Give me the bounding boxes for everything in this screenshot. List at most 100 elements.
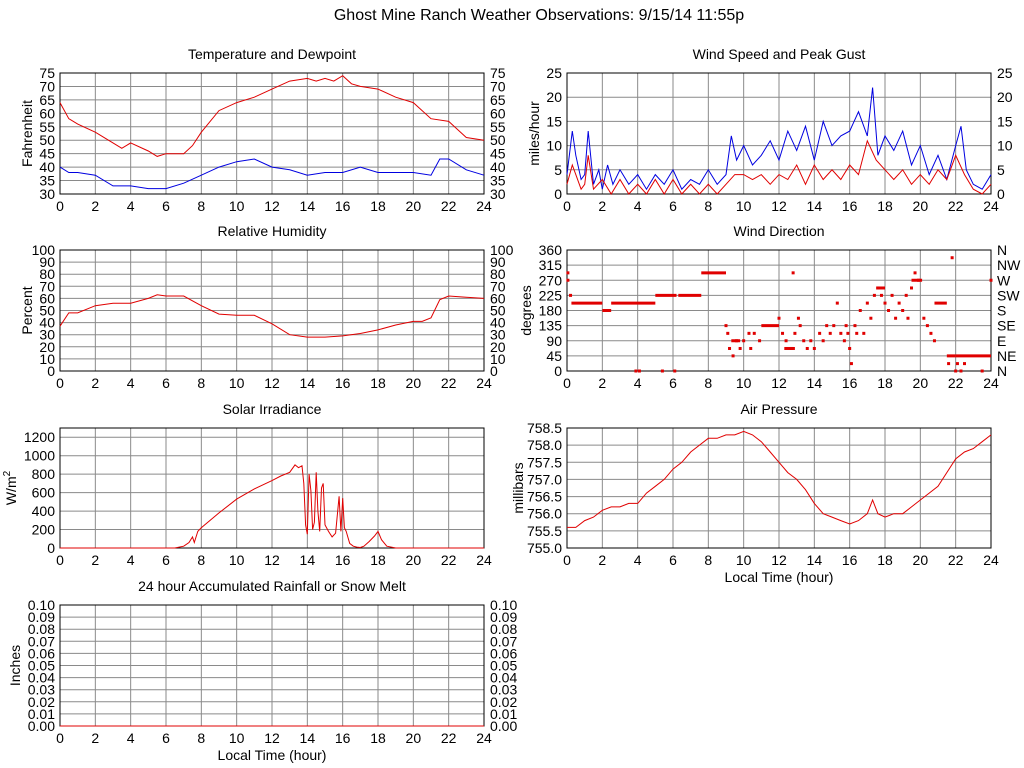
series-line-red bbox=[59, 75, 485, 157]
x-tick-label: 20 bbox=[406, 552, 422, 568]
direction-point bbox=[980, 369, 984, 373]
right-tick-label: NW bbox=[997, 257, 1021, 273]
right-tick-label: 25 bbox=[997, 65, 1013, 81]
x-tick-label: 22 bbox=[441, 198, 457, 214]
x-tick-label: 20 bbox=[913, 552, 929, 568]
x-tick-label: 8 bbox=[704, 375, 712, 391]
plot-frame bbox=[566, 249, 992, 372]
x-tick-label: 6 bbox=[669, 375, 677, 391]
direction-point bbox=[569, 293, 573, 297]
y-tick-label: 60 bbox=[39, 105, 55, 121]
x-tick-label: 20 bbox=[406, 730, 422, 746]
right-tick-label: 0 bbox=[490, 363, 498, 379]
y-tick-label: 0.09 bbox=[28, 609, 55, 625]
chart-title: Solar Irradiance bbox=[223, 401, 322, 417]
x-axis-label: Local Time (hour) bbox=[218, 747, 327, 763]
direction-point bbox=[660, 369, 664, 373]
direction-point bbox=[955, 362, 959, 366]
x-tick-label: 18 bbox=[877, 375, 893, 391]
right-tick-label: 55 bbox=[490, 119, 506, 135]
plot-frame bbox=[59, 249, 485, 372]
x-tick-label: 14 bbox=[807, 375, 823, 391]
direction-point bbox=[789, 346, 793, 350]
x-tick-label: 24 bbox=[476, 375, 492, 391]
direction-point bbox=[897, 301, 901, 305]
x-tick-label: 10 bbox=[736, 552, 752, 568]
right-tick-label: 40 bbox=[490, 159, 506, 175]
x-tick-label: 22 bbox=[441, 730, 457, 746]
right-tick-label: 0.09 bbox=[490, 609, 517, 625]
direction-point bbox=[728, 346, 732, 350]
direction-point bbox=[917, 278, 921, 282]
x-tick-label: 6 bbox=[669, 198, 677, 214]
y-tick-label: 100 bbox=[32, 242, 56, 258]
direction-point bbox=[844, 324, 848, 328]
y-tick-label: 70 bbox=[39, 78, 55, 94]
y-tick-label: 0.01 bbox=[28, 706, 55, 722]
direction-point bbox=[887, 309, 891, 312]
x-tick-label: 10 bbox=[736, 375, 752, 391]
chart-title: Air Pressure bbox=[740, 401, 817, 417]
x-tick-label: 10 bbox=[229, 375, 245, 391]
y-axis-label: Fahrenheit bbox=[19, 100, 35, 167]
direction-point bbox=[910, 286, 913, 290]
direction-point bbox=[872, 293, 876, 297]
right-tick-label: 65 bbox=[490, 92, 506, 108]
right-tick-label: SE bbox=[997, 318, 1016, 334]
x-tick-label: 16 bbox=[335, 375, 351, 391]
direction-point bbox=[802, 339, 806, 343]
series-line-blue bbox=[566, 87, 992, 191]
chart-title: Relative Humidity bbox=[218, 223, 327, 239]
y-tick-label: 0.07 bbox=[28, 633, 55, 649]
right-tick-label: W bbox=[997, 272, 1011, 288]
direction-point bbox=[862, 331, 866, 335]
x-tick-label: 8 bbox=[704, 552, 712, 568]
right-tick-label: 0.02 bbox=[490, 694, 517, 710]
page-title: Ghost Mine Ranch Weather Observations: 9… bbox=[333, 7, 745, 24]
x-tick-label: 22 bbox=[948, 198, 964, 214]
y-tick-label: 40 bbox=[39, 315, 55, 331]
y-tick-label: 25 bbox=[546, 65, 562, 81]
direction-point bbox=[929, 331, 933, 335]
y-tick-label: 1200 bbox=[24, 429, 55, 445]
direction-point bbox=[947, 362, 951, 366]
right-tick-label: E bbox=[997, 333, 1006, 349]
x-tick-label: 20 bbox=[913, 375, 929, 391]
direction-point bbox=[735, 339, 739, 343]
chart-title: 24 hour Accumulated Rainfall or Snow Mel… bbox=[138, 578, 406, 594]
direction-point bbox=[849, 362, 853, 366]
x-tick-label: 0 bbox=[56, 375, 64, 391]
x-tick-label: 2 bbox=[91, 730, 99, 746]
y-tick-label: 135 bbox=[539, 318, 563, 334]
y-tick-label: 60 bbox=[39, 290, 55, 306]
y-tick-label: 0.05 bbox=[28, 658, 55, 674]
direction-point bbox=[812, 346, 816, 350]
x-tick-label: 2 bbox=[91, 375, 99, 391]
y-tick-label: 180 bbox=[539, 303, 563, 319]
right-tick-label: N bbox=[997, 363, 1007, 379]
y-tick-label: 0.06 bbox=[28, 645, 55, 661]
plot-frame bbox=[566, 427, 992, 549]
direction-point bbox=[894, 316, 898, 320]
right-tick-label: 0.04 bbox=[490, 670, 517, 686]
y-tick-label: 20 bbox=[39, 339, 55, 355]
chart-rain: 24 hour Accumulated Rainfall or Snow Mel… bbox=[7, 578, 517, 763]
x-tick-label: 14 bbox=[300, 552, 316, 568]
y-tick-label: 756.5 bbox=[527, 489, 562, 505]
y-tick-label: 0.00 bbox=[28, 718, 55, 734]
x-tick-label: 24 bbox=[476, 198, 492, 214]
right-tick-label: 90 bbox=[490, 254, 506, 270]
x-tick-label: 8 bbox=[704, 198, 712, 214]
right-tick-label: 20 bbox=[490, 339, 506, 355]
y-tick-label: 70 bbox=[39, 278, 55, 294]
direction-point bbox=[821, 339, 825, 343]
direction-point bbox=[809, 339, 813, 343]
direction-point bbox=[883, 301, 887, 305]
right-tick-label: 0.01 bbox=[490, 706, 517, 722]
plot-frame bbox=[59, 72, 485, 195]
direction-point bbox=[777, 316, 781, 320]
y-tick-label: 90 bbox=[39, 254, 55, 270]
right-tick-label: 50 bbox=[490, 132, 506, 148]
